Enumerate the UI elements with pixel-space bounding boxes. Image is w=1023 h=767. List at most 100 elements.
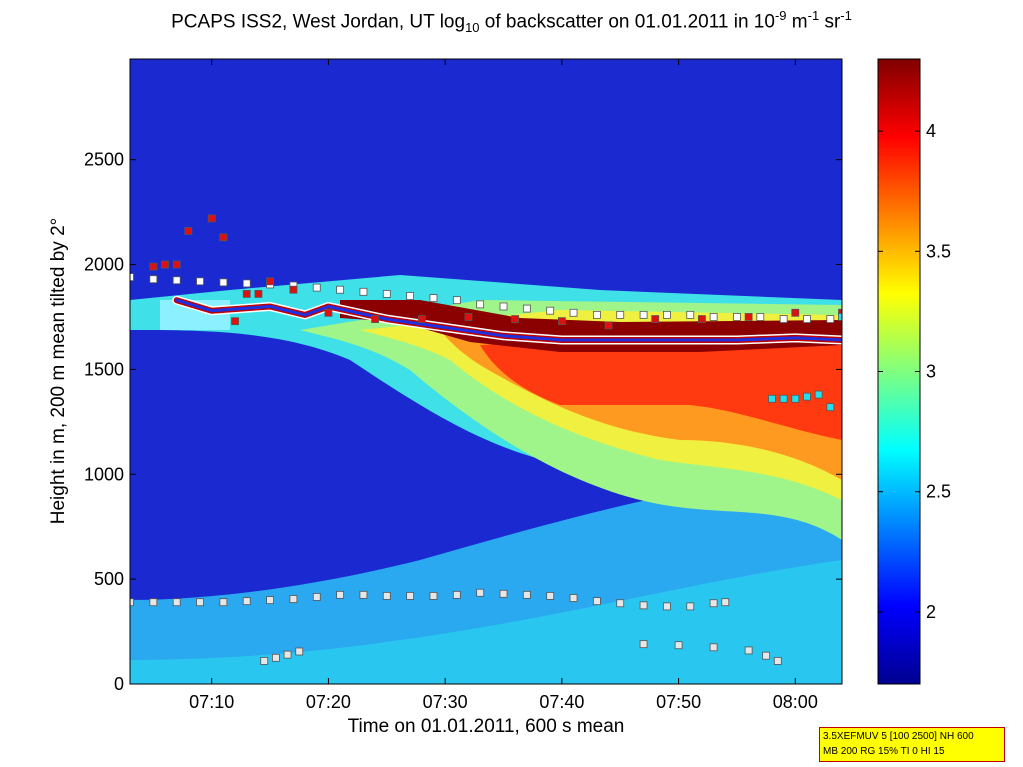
red-marker bbox=[557, 317, 566, 326]
red-marker bbox=[698, 315, 706, 323]
late-bottom-marker bbox=[674, 641, 683, 650]
colorbar bbox=[877, 58, 921, 685]
y-tick-label: 1000 bbox=[84, 464, 124, 484]
upper-layer-marker bbox=[663, 310, 671, 319]
cyan-marker bbox=[791, 394, 800, 403]
upper-layer-marker bbox=[406, 292, 415, 300]
cyan-marker bbox=[838, 313, 842, 321]
red-marker bbox=[149, 262, 158, 271]
upper-layer-marker bbox=[196, 277, 204, 286]
red-marker bbox=[207, 214, 216, 223]
red-marker bbox=[371, 315, 380, 323]
lower-layer-marker bbox=[663, 602, 671, 611]
upper-layer-marker bbox=[130, 273, 134, 282]
cyan-marker bbox=[779, 394, 788, 403]
chart-title: PCAPS ISS2, West Jordan, UT log10 of bac… bbox=[171, 8, 852, 36]
upper-layer-marker bbox=[219, 278, 228, 287]
red-marker bbox=[417, 315, 426, 323]
upper-layer-marker bbox=[382, 289, 391, 298]
red-marker bbox=[324, 308, 333, 317]
x-tick-label: 08:00 bbox=[773, 692, 818, 712]
red-marker bbox=[231, 317, 239, 326]
upper-layer-marker bbox=[686, 310, 695, 319]
upper-layer-marker bbox=[452, 296, 461, 305]
lower-layer-marker bbox=[312, 593, 321, 601]
lower-layer-marker bbox=[546, 592, 555, 600]
late-bottom-marker bbox=[709, 643, 718, 652]
red-marker bbox=[838, 308, 842, 317]
red-marker bbox=[791, 308, 800, 317]
red-marker bbox=[651, 315, 660, 323]
plot-frame bbox=[129, 58, 843, 685]
upper-layer-marker bbox=[709, 313, 718, 321]
x-tick-label: 07:30 bbox=[423, 692, 468, 712]
upper-layer-marker bbox=[779, 315, 788, 323]
lower-layer-marker bbox=[452, 590, 461, 599]
lower-layer-marker bbox=[592, 597, 601, 606]
red-marker bbox=[219, 233, 228, 242]
upper-layer-marker bbox=[522, 304, 531, 313]
y-tick-label: 0 bbox=[114, 674, 124, 694]
upper-layer-marker bbox=[546, 306, 555, 315]
red-marker bbox=[184, 227, 193, 235]
lower-layer-marker bbox=[219, 598, 228, 607]
lower-layer-marker bbox=[721, 598, 730, 607]
upper-layer-marker bbox=[336, 285, 344, 294]
lower-layer-marker bbox=[172, 598, 181, 607]
colorbar-tick-label: 2 bbox=[926, 602, 936, 622]
red-marker bbox=[254, 289, 263, 298]
x-tick-label: 07:20 bbox=[306, 692, 351, 712]
colorbar-tick-label: 2.5 bbox=[926, 482, 951, 502]
late-bottom-marker bbox=[773, 657, 782, 665]
upper-layer-marker bbox=[499, 302, 508, 311]
late-bottom-marker bbox=[744, 646, 753, 655]
upper-layer-marker bbox=[733, 313, 741, 321]
upper-layer-marker bbox=[429, 294, 438, 302]
red-marker bbox=[289, 285, 298, 294]
red-marker bbox=[242, 289, 251, 298]
lower-layer-marker bbox=[522, 590, 531, 599]
y-tick-label: 2000 bbox=[84, 255, 124, 275]
lower-layer-marker bbox=[476, 588, 485, 597]
upper-layer-marker bbox=[592, 310, 601, 319]
upper-layer-marker bbox=[639, 310, 648, 319]
lower-layer-marker bbox=[196, 598, 204, 607]
morning-bottom-marker bbox=[295, 647, 304, 656]
red-marker bbox=[464, 313, 473, 321]
lower-layer-marker bbox=[266, 596, 274, 605]
lower-layer-marker bbox=[709, 599, 718, 608]
colorbar-tick-label: 3.5 bbox=[926, 241, 951, 261]
morning-bottom-marker bbox=[283, 650, 292, 659]
cyan-marker bbox=[803, 392, 811, 401]
x-tick-label: 07:10 bbox=[189, 692, 234, 712]
y-axis-label: Height in m, 200 m mean tilted by 2° bbox=[48, 217, 69, 525]
upper-layer-marker bbox=[149, 275, 158, 284]
cloud-base-line bbox=[175, 298, 842, 342]
colorbar-tick-label: 4 bbox=[926, 121, 936, 141]
lower-layer-marker bbox=[149, 598, 158, 607]
upper-layer-marker bbox=[569, 308, 578, 317]
cyan-marker bbox=[814, 390, 823, 399]
colorbar-tick-label: 3 bbox=[926, 362, 936, 382]
lower-layer-marker bbox=[429, 592, 438, 600]
red-marker bbox=[172, 260, 181, 269]
info-line-2: MB 200 RG 15% TI 0 HI 15 bbox=[823, 746, 945, 757]
heat-layer-red bbox=[480, 330, 842, 440]
red-marker bbox=[266, 277, 274, 286]
lower-layer-marker bbox=[289, 595, 298, 603]
lower-layer-marker bbox=[336, 590, 344, 599]
lower-layer-marker bbox=[130, 598, 134, 607]
upper-layer-marker bbox=[359, 287, 368, 296]
upper-layer-marker bbox=[826, 315, 835, 323]
upper-layer-marker bbox=[756, 313, 765, 321]
upper-layer-marker bbox=[242, 279, 251, 288]
lower-layer-marker bbox=[686, 602, 695, 611]
y-tick-label: 1500 bbox=[84, 359, 124, 379]
upper-layer-marker bbox=[312, 283, 321, 292]
lower-layer-marker bbox=[639, 601, 648, 610]
lower-layer-marker bbox=[406, 592, 415, 600]
upper-layer-marker bbox=[616, 310, 625, 319]
lower-layer-marker bbox=[359, 590, 368, 599]
morning-bottom-marker bbox=[260, 657, 269, 665]
